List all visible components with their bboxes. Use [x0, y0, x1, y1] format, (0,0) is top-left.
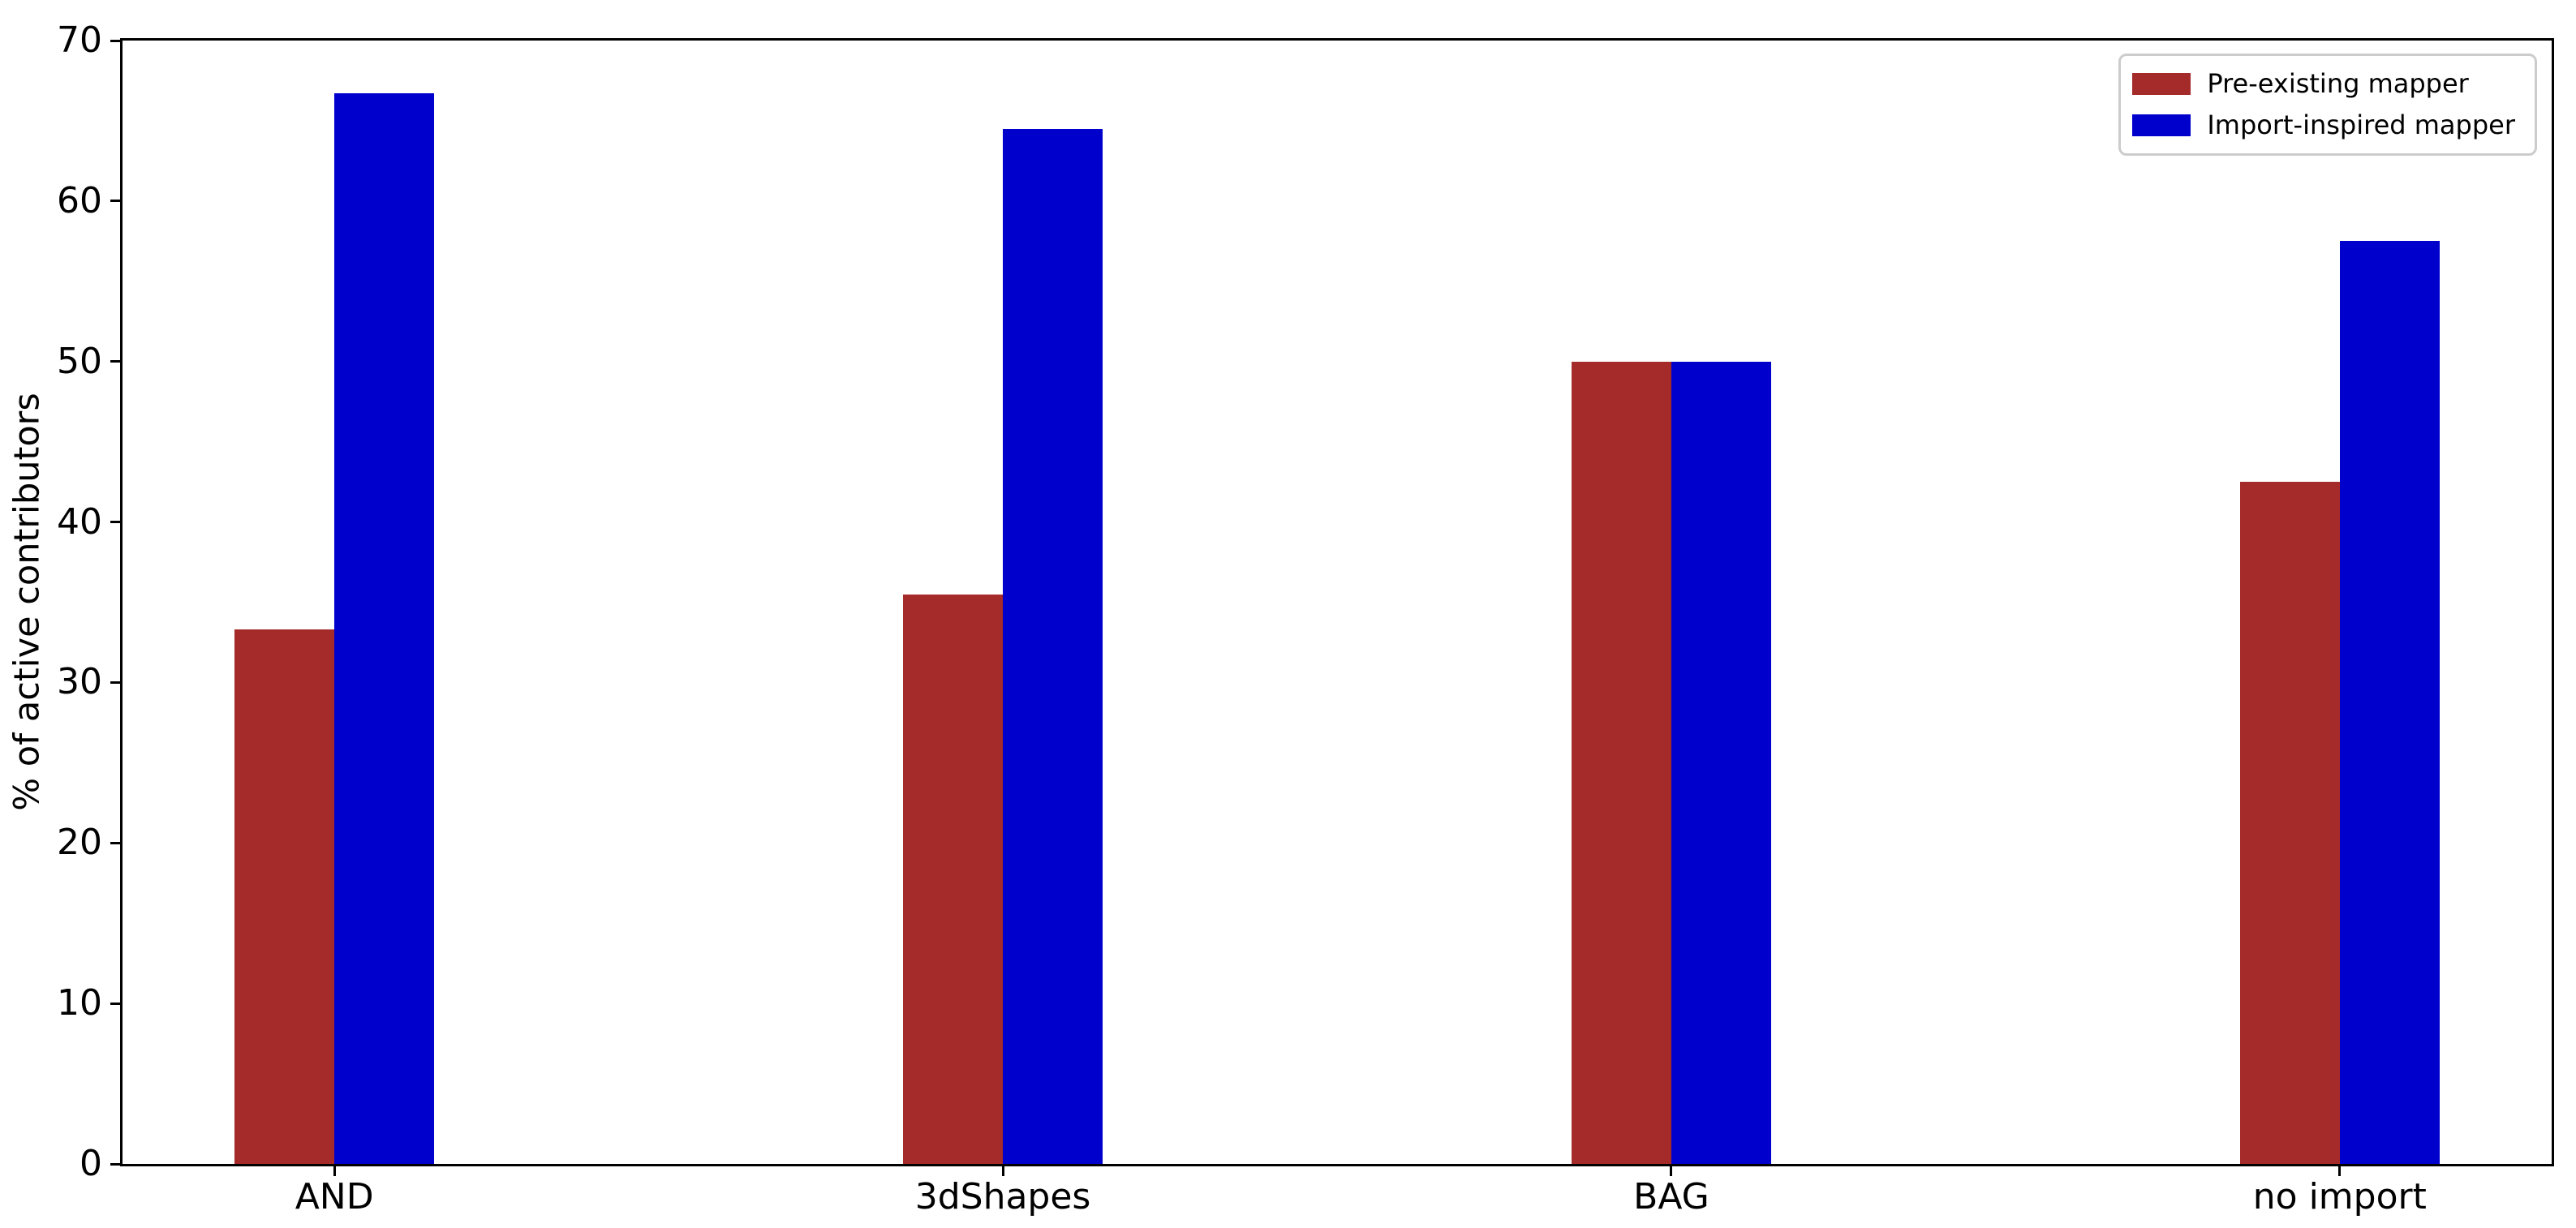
legend-item-import-inspired: Import-inspired mapper: [2132, 109, 2515, 141]
bar-import-inspired-and: [334, 93, 435, 1164]
bar-import-inspired-no-import: [2339, 241, 2440, 1164]
y-tick-label: 40: [57, 500, 102, 543]
x-tick-label: no import: [2252, 1176, 2427, 1217]
x-tick-label: 3dShapes: [914, 1176, 1091, 1217]
legend: Pre-existing mapper Import-inspired mapp…: [2118, 54, 2537, 157]
x-tick: [2338, 1166, 2342, 1176]
y-tick: [110, 521, 120, 524]
bar-pre-existing-and: [234, 629, 335, 1164]
y-tick: [110, 39, 120, 42]
x-tick-label: BAG: [1633, 1176, 1709, 1217]
legend-swatch-import-inspired-mapper: [2132, 114, 2191, 137]
bar-pre-existing-no-import: [2239, 482, 2340, 1164]
legend-swatch-pre-existing-mapper: [2132, 73, 2191, 96]
y-axis-label: % of active contributors: [6, 393, 48, 811]
y-tick: [110, 1162, 120, 1166]
y-tick: [110, 200, 120, 203]
x-tick: [333, 1166, 336, 1176]
bar-import-inspired-3dshapes: [1003, 128, 1103, 1164]
y-tick: [110, 681, 120, 684]
y-tick-label: 20: [57, 822, 102, 864]
y-tick: [110, 360, 120, 363]
bar-pre-existing-3dshapes: [903, 594, 1004, 1164]
legend-item-pre-existing: Pre-existing mapper: [2132, 68, 2515, 99]
y-tick-label: 70: [57, 19, 102, 61]
x-tick: [1001, 1166, 1004, 1176]
legend-label-import-inspired-mapper: Import-inspired mapper: [2207, 109, 2515, 141]
y-tick-label: 0: [80, 1143, 102, 1184]
y-tick: [110, 1002, 120, 1005]
x-tick-label: AND: [295, 1176, 374, 1217]
y-tick-label: 10: [57, 982, 102, 1024]
plot-area: Pre-existing mapper Import-inspired mapp…: [110, 38, 2554, 1176]
bar-pre-existing-bag: [1571, 361, 1671, 1164]
legend-label-pre-existing-mapper: Pre-existing mapper: [2207, 68, 2469, 99]
x-tick: [1670, 1166, 1673, 1176]
y-tick: [110, 841, 120, 844]
y-tick-label: 50: [57, 340, 102, 382]
bar-import-inspired-bag: [1671, 361, 1771, 1164]
y-tick-label: 30: [57, 661, 102, 703]
y-tick-label: 60: [57, 179, 102, 221]
